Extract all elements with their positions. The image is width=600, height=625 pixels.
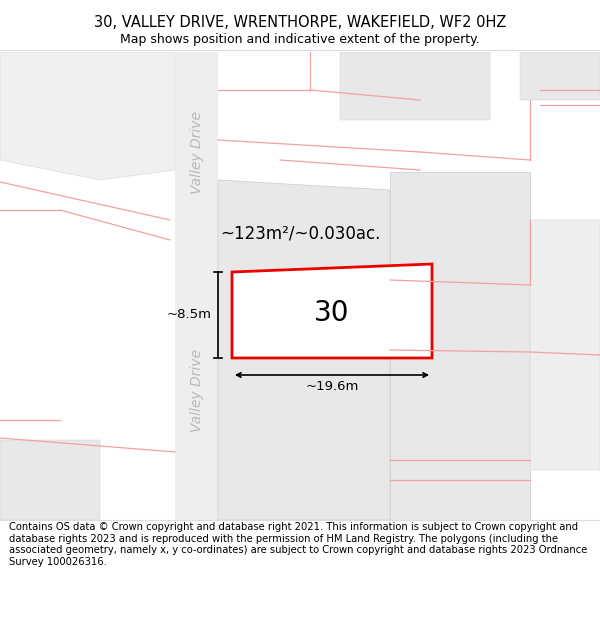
Polygon shape xyxy=(0,52,175,180)
Polygon shape xyxy=(340,52,490,120)
Text: Map shows position and indicative extent of the property.: Map shows position and indicative extent… xyxy=(120,33,480,46)
Polygon shape xyxy=(232,264,432,358)
Polygon shape xyxy=(0,440,100,520)
Text: ~8.5m: ~8.5m xyxy=(167,309,212,321)
Polygon shape xyxy=(175,52,218,520)
Text: ~19.6m: ~19.6m xyxy=(305,380,359,393)
Polygon shape xyxy=(530,220,600,470)
Polygon shape xyxy=(520,52,600,100)
Text: Valley Drive: Valley Drive xyxy=(190,349,204,431)
Text: 30: 30 xyxy=(314,299,350,327)
Text: Valley Drive: Valley Drive xyxy=(190,111,204,194)
Text: Contains OS data © Crown copyright and database right 2021. This information is : Contains OS data © Crown copyright and d… xyxy=(9,522,587,567)
Polygon shape xyxy=(218,180,390,520)
Text: 30, VALLEY DRIVE, WRENTHORPE, WAKEFIELD, WF2 0HZ: 30, VALLEY DRIVE, WRENTHORPE, WAKEFIELD,… xyxy=(94,15,506,30)
Text: ~123m²/~0.030ac.: ~123m²/~0.030ac. xyxy=(220,224,380,242)
Polygon shape xyxy=(390,172,530,520)
